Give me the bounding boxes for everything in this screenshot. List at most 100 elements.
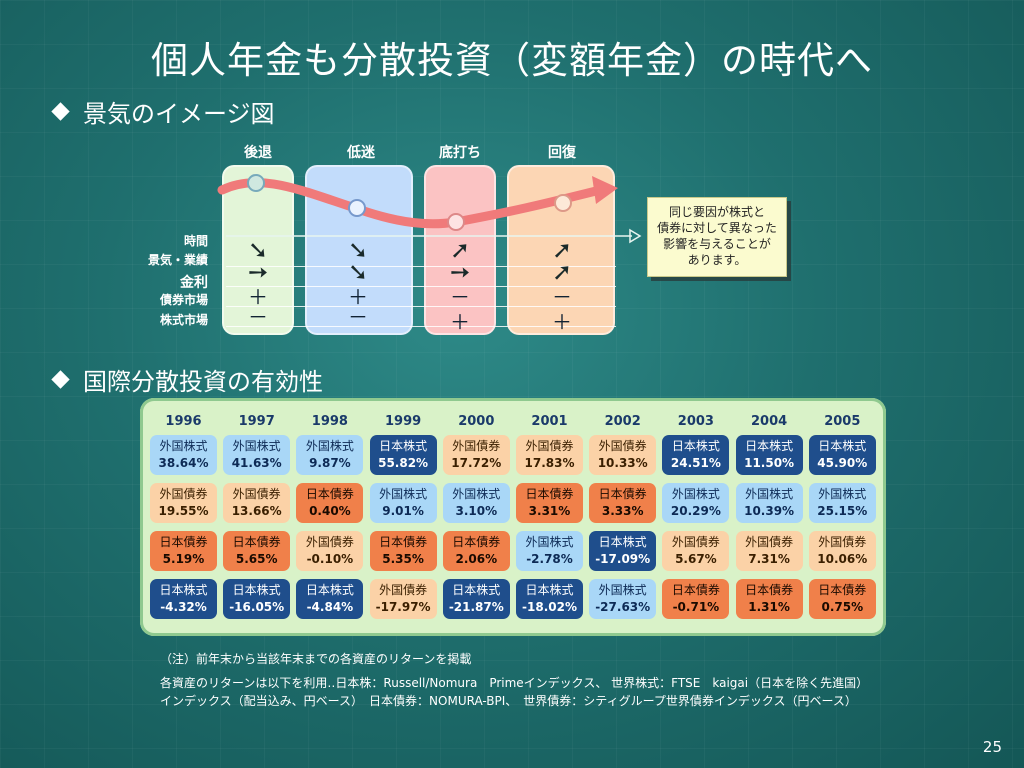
return-cell-asset: 日本株式 — [671, 439, 720, 453]
return-cell: 日本債券 0.40% — [296, 483, 364, 523]
time-axis-arrowhead — [629, 228, 642, 244]
return-cell-value: 10.33% — [597, 456, 648, 470]
bond-sign-stagnation: ＋ — [348, 285, 368, 309]
return-cell-value: -4.84% — [306, 600, 354, 614]
cycle-point-recovery — [554, 194, 572, 212]
return-cell: 外国株式 3.10% — [442, 483, 510, 523]
economy-arrow-up-right-icon: ➚ — [551, 236, 573, 264]
return-cell: 日本債券 3.33% — [589, 483, 657, 523]
bond-sign-recovery: － — [552, 285, 572, 309]
return-cell: 外国株式 10.39% — [735, 483, 803, 523]
return-cell-asset: 外国債券 — [598, 439, 647, 453]
return-cell: 外国債券 7.31% — [735, 531, 803, 571]
return-cell-value: 1.31% — [748, 600, 790, 614]
return-cell-value: 24.51% — [670, 456, 721, 470]
cycle-point-recession — [247, 174, 265, 192]
return-cell: 外国株式 41.63% — [223, 435, 291, 475]
return-cell: 日本債券 5.65% — [223, 531, 291, 571]
return-cell-value: -2.78% — [526, 552, 573, 566]
return-cell-value: 7.31% — [748, 552, 790, 566]
return-cell: 外国株式 20.29% — [662, 483, 730, 523]
return-cell-asset: 外国債券 — [379, 583, 428, 597]
return-cell: 外国債券 17.72% — [442, 435, 510, 475]
return-cell: 外国株式 25.15% — [808, 483, 876, 523]
return-cell-asset: 日本株式 — [232, 583, 281, 597]
year-header: 1996 — [165, 414, 202, 429]
year-header: 2000 — [458, 414, 495, 429]
phase-label-recession: 後退 — [244, 145, 272, 161]
return-cell: 日本株式 -18.02% — [516, 579, 583, 619]
return-cell-value: 55.82% — [378, 456, 429, 470]
return-cell-asset: 外国株式 — [232, 439, 281, 453]
year-header: 2003 — [677, 414, 714, 429]
year-header: 1998 — [311, 414, 348, 429]
return-cell-value: 2.06% — [455, 552, 498, 566]
return-cell-asset: 日本株式 — [305, 583, 354, 597]
slide-title: 個人年金も分散投資（変額年金）の時代へ — [151, 39, 873, 82]
row-label-stock: 株式市場 — [159, 313, 208, 327]
return-cell-value: -4.32% — [160, 600, 207, 614]
return-cell: 外国株式 38.64% — [150, 435, 217, 475]
return-cell-value: 45.90% — [817, 456, 868, 470]
return-cell-value: 17.72% — [451, 456, 502, 470]
return-cell: 外国債券 19.55% — [150, 483, 217, 523]
interest-arrow-right-icon: ➙ — [247, 258, 269, 286]
note-footnote: （注）前年末から当該年末までの各資産のリターンを掲載 — [160, 652, 472, 666]
return-cell-value: -18.02% — [522, 600, 577, 614]
return-cell-asset: 日本株式 — [818, 439, 867, 453]
bullet-diversification: 国際分散投資の有効性 — [50, 362, 323, 397]
return-cell: 日本株式 -21.87% — [442, 579, 510, 619]
return-cell-asset: 外国株式 — [671, 487, 720, 501]
return-cell-asset: 日本債券 — [818, 583, 867, 597]
return-cell: 外国債券 13.66% — [223, 483, 291, 523]
return-cell-value: 3.33% — [601, 504, 644, 518]
return-cell-asset: 日本株式 — [598, 535, 647, 549]
year-header: 1999 — [385, 414, 422, 429]
return-cell-value: 5.19% — [162, 552, 205, 566]
return-cell-value: 41.63% — [231, 456, 282, 470]
return-cell: 外国株式 9.87% — [296, 435, 364, 475]
interest-arrow-down-right-icon: ➘ — [347, 258, 369, 286]
return-cell: 外国債券 5.67% — [662, 531, 730, 571]
return-cell: 日本債券 3.31% — [516, 483, 583, 523]
return-cell: 日本債券 5.35% — [369, 531, 437, 571]
callout-line: あります。 — [687, 253, 747, 267]
return-cell: 外国債券 10.33% — [589, 435, 657, 475]
callout-note: 同じ要因が株式と 債券に対して異なった 影響を与えることが あります。 — [647, 197, 787, 277]
return-cell-asset: 外国株式 — [452, 487, 501, 501]
return-cell-value: 0.75% — [821, 600, 864, 614]
return-cell-value: 3.10% — [455, 504, 498, 518]
return-cell: 日本株式 55.82% — [369, 435, 437, 475]
interest-arrow-right-icon: ➙ — [449, 258, 471, 286]
return-cell-value: 25.15% — [817, 504, 868, 518]
bond-sign-bottom: － — [450, 285, 470, 309]
stock-sign-bottom: ＋ — [450, 310, 470, 334]
callout-line: 同じ要因が株式と — [668, 205, 765, 219]
return-cell-value: 5.67% — [675, 552, 717, 566]
callout-line: 影響を与えることが — [663, 237, 771, 251]
page-number: 25 — [982, 738, 1002, 756]
year-header: 1997 — [238, 414, 275, 429]
return-cell-value: 11.50% — [744, 456, 795, 470]
return-cell-value: 9.01% — [382, 504, 424, 518]
return-cell-value: -0.10% — [306, 552, 354, 566]
cycle-point-stagnation — [348, 199, 366, 217]
bullet-economy-image: 景気のイメージ図 — [50, 94, 275, 129]
return-cell-value: 0.40% — [309, 504, 351, 518]
stock-sign-stagnation: － — [348, 305, 368, 329]
return-cell-value: 3.31% — [528, 504, 571, 518]
return-cell: 外国株式 9.01% — [369, 483, 437, 523]
return-cell-value: 13.66% — [231, 504, 282, 518]
year-header: 2001 — [531, 414, 568, 429]
return-cell-value: -21.87% — [448, 600, 504, 614]
row-divider — [226, 266, 616, 267]
phase-label-recovery: 回復 — [548, 145, 576, 161]
year-header: 2002 — [604, 414, 641, 429]
return-cell-asset: 外国株式 — [159, 439, 208, 453]
return-cell: 外国株式 -2.78% — [516, 531, 583, 571]
return-cell-value: -16.05% — [229, 600, 285, 614]
return-cell-asset: 日本債券 — [159, 535, 208, 549]
return-cell-value: 9.87% — [309, 456, 351, 470]
return-cell-asset: 外国債券 — [671, 535, 720, 549]
